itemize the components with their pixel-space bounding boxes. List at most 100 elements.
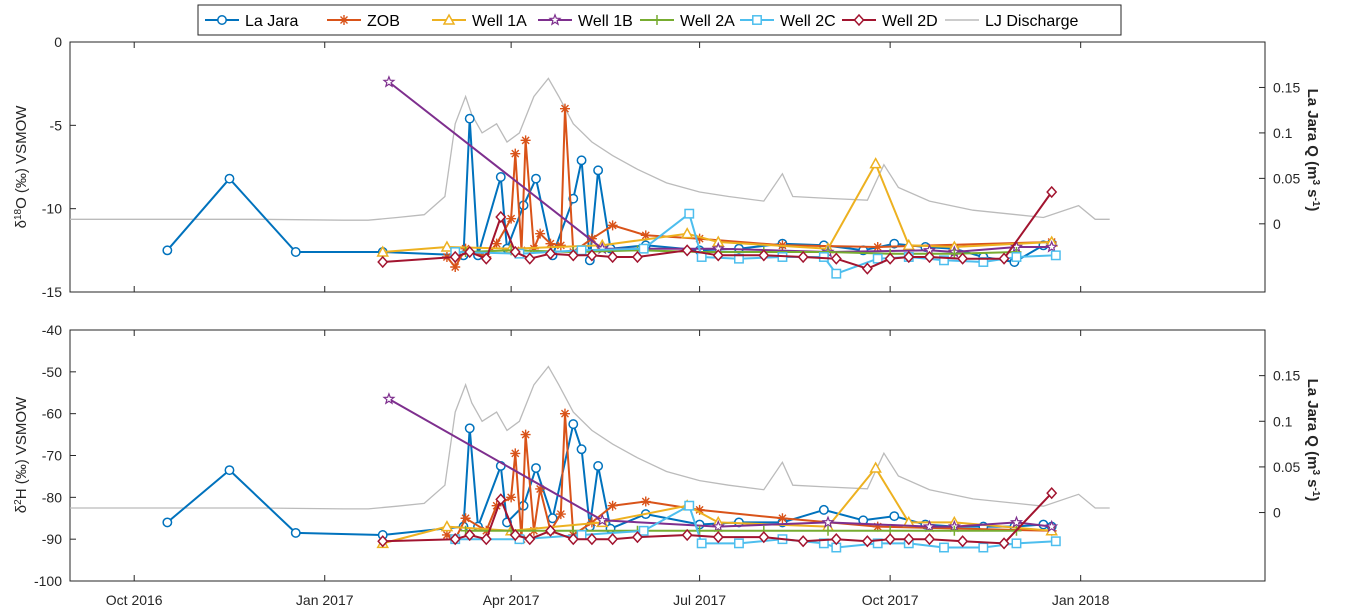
y-tick-label-d18o: -10 xyxy=(42,201,62,217)
chart-legend: La Jara ZOB Well 1A Well 1B Well 2A Well 2C We… xyxy=(197,4,1122,36)
data-point-well-2d xyxy=(464,245,476,259)
data-point-well-2c xyxy=(1011,538,1022,549)
data-point-zob xyxy=(460,513,471,524)
data-point-zob xyxy=(510,148,521,159)
data-point-well-2d xyxy=(495,493,507,506)
panel-d18o-axes-box xyxy=(69,41,1266,293)
data-point-well-2d xyxy=(567,533,579,546)
data-point-la-jara xyxy=(531,463,541,473)
data-point-well-1b xyxy=(1009,515,1024,529)
x-tick-label: Jan 2018 xyxy=(1052,592,1110,608)
legend-item-well-1a: Well 1A xyxy=(432,13,527,30)
data-point-la-jara xyxy=(576,155,587,166)
legend-label: ZOB xyxy=(367,13,400,30)
data-point-well-1b xyxy=(711,519,725,533)
legend-marker xyxy=(217,15,227,25)
legend-item-lj-discharge: LJ Discharge xyxy=(945,13,1078,30)
data-point-well-2c xyxy=(939,255,949,266)
y2-tick-label-d18o: 0.05 xyxy=(1273,170,1300,186)
data-point-zob xyxy=(872,242,883,252)
series-lj-discharge-line xyxy=(70,365,1110,510)
data-point-well-1a xyxy=(680,227,694,239)
data-point-well-2d xyxy=(586,533,598,546)
panel-d18o-ylabel-right: La Jara Q (m3 s-1) xyxy=(1304,89,1322,212)
data-point-well-2d xyxy=(509,528,521,542)
data-point-zob xyxy=(586,233,597,244)
data-point-well-2d xyxy=(480,533,492,546)
panel-d18o-discharge-layer xyxy=(70,77,1110,221)
data-point-well-1a xyxy=(440,520,454,532)
series-well-2a xyxy=(460,525,1022,536)
data-point-la-jara xyxy=(162,245,173,256)
y-tick-label-d2h: -100 xyxy=(34,573,62,589)
data-point-well-2d xyxy=(607,250,619,264)
legend-item-well-2a: Well 2A xyxy=(640,13,735,30)
data-point-zob xyxy=(694,233,705,244)
data-point-zob xyxy=(506,492,517,503)
data-point-well-2d xyxy=(998,252,1010,265)
data-point-well-2d xyxy=(830,533,842,546)
y2-tick-label-d2h: 0.05 xyxy=(1273,459,1300,475)
data-point-well-2d xyxy=(544,524,556,537)
data-point-la-jara xyxy=(568,419,579,430)
legend-marker xyxy=(548,13,562,26)
y-tick-label-d18o: 0 xyxy=(54,34,62,50)
data-point-well-2d xyxy=(586,249,598,262)
legend-marker xyxy=(339,15,349,25)
y-tick-label-d2h: -50 xyxy=(42,364,62,380)
data-point-well-1b xyxy=(382,75,396,88)
data-point-la-jara xyxy=(224,173,235,184)
data-point-well-2c xyxy=(872,253,883,264)
legend-label: Well 2D xyxy=(882,13,938,30)
data-point-well-2c xyxy=(684,500,695,511)
data-point-well-2a xyxy=(949,525,960,536)
data-point-zob xyxy=(559,103,570,114)
data-point-zob xyxy=(535,228,546,239)
x-tick-label: Oct 2016 xyxy=(106,592,163,608)
data-point-zob xyxy=(535,483,546,494)
legend-label: Well 2A xyxy=(680,13,735,30)
data-point-well-2a xyxy=(949,248,960,259)
legend-label: La Jara xyxy=(245,13,298,30)
x-tick-label: Jul 2017 xyxy=(673,592,726,608)
data-point-well-2c xyxy=(696,538,707,549)
panel-d2h-discharge-layer xyxy=(70,365,1110,510)
data-point-la-jara xyxy=(531,173,541,184)
data-point-well-2d xyxy=(495,210,507,224)
panel-d18o-ticks: 0 -5 -10 -15 0 0.05 0.1 0.15 xyxy=(42,34,1301,300)
data-point-well-1a xyxy=(902,238,916,251)
data-point-zob xyxy=(640,496,651,507)
data-point-well-2d xyxy=(797,535,809,548)
panel-d2h-ylabel-right: La Jara Q (m3 s-1) xyxy=(1304,379,1322,502)
data-point-la-jara xyxy=(162,517,173,528)
panel-d18o: 0 -5 -10 -15 0 0.05 0.1 0.15 δ18O (‰) VSMOW La … xyxy=(13,34,1322,300)
data-point-well-2c xyxy=(939,542,949,553)
data-point-well-2d xyxy=(758,530,770,544)
data-point-well-2c xyxy=(1011,252,1022,262)
data-point-well-2d xyxy=(449,250,461,264)
x-tick-label: Apr 2017 xyxy=(483,592,540,608)
data-point-zob xyxy=(607,500,618,511)
y-tick-label-d2h: -80 xyxy=(42,489,62,505)
series-well-2d xyxy=(377,487,1058,550)
data-point-well-2d xyxy=(998,537,1010,550)
data-point-well-2d xyxy=(957,535,969,548)
data-point-well-2d xyxy=(861,262,873,275)
data-point-well-2d xyxy=(524,252,536,265)
data-point-well-2d xyxy=(681,528,693,542)
data-point-zob xyxy=(694,504,705,515)
data-point-la-jara xyxy=(290,247,301,257)
series-zob-line xyxy=(446,412,1052,541)
data-point-zob xyxy=(506,213,517,224)
legend-marker xyxy=(442,13,456,25)
data-point-well-2d xyxy=(884,533,896,546)
data-point-zob xyxy=(450,262,461,272)
panel-d2h: -40 -50 -60 -70 -80 -90 -100 0 0.05 0.1 0.15 δ2H (… xyxy=(13,322,1322,589)
series-well-2d xyxy=(377,185,1058,275)
legend-item-zob: ZOB xyxy=(327,13,400,30)
series-lj-discharge-line xyxy=(70,77,1110,221)
legend-item-la-jara: La Jara xyxy=(205,13,298,30)
data-point-well-2d xyxy=(758,249,770,262)
data-point-well-2d xyxy=(923,250,935,264)
